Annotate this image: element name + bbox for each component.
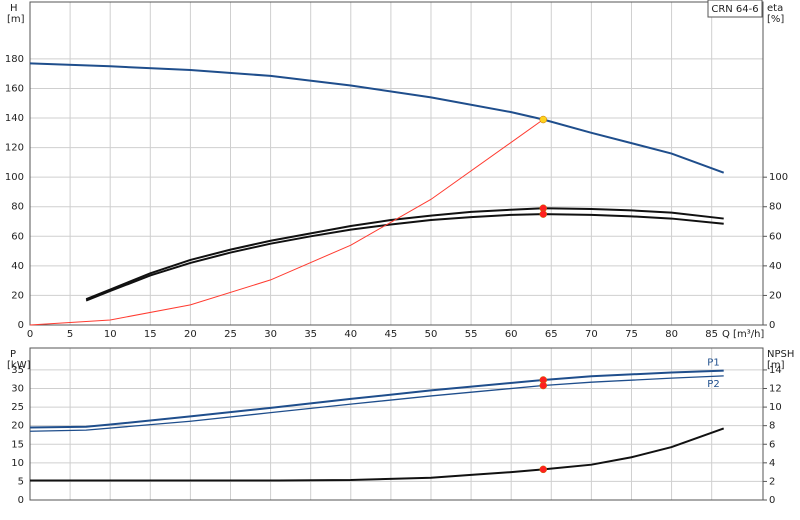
x-tick-label: 45 [385,329,398,340]
x-tick-label: 60 [505,329,518,340]
plot-frame [29,1,764,326]
y-tick-label: 0 [18,320,24,331]
y-tick-label: 5 [18,476,24,487]
y2-tick-label: 100 [769,172,788,183]
model-label: CRN 64-6 [711,4,758,15]
curve [29,369,724,429]
y2-tick-label: 80 [769,202,782,213]
x-tick-label: 85 [705,329,718,340]
y-tick-label: 30 [11,384,24,395]
y2-tick-label: 8 [769,421,775,432]
y2-tick-label: 14 [769,365,782,376]
y-axis-unit: [kW] [7,360,31,371]
x-tick-label: 80 [665,329,678,340]
y2-tick-label: 6 [769,439,775,450]
legend-label: P2 [707,379,719,390]
y-tick-label: 80 [11,202,24,213]
curve [29,375,724,432]
curve [30,427,725,482]
y-tick-label: 160 [5,83,24,94]
operating-point [539,381,548,390]
x-tick-label: 25 [224,329,237,340]
y2-tick-label: 4 [769,458,775,469]
x-tick-label: 20 [184,329,197,340]
plot-frame [29,347,764,501]
y-tick-label: 20 [11,421,24,432]
y2-tick-label: 0 [769,495,775,506]
y-tick-label: 10 [11,458,24,469]
y2-tick-label: 12 [769,384,782,395]
operating-point [539,210,548,218]
y2-axis-unit: [%] [767,14,784,25]
y2-axis-label: NPSH [767,349,794,360]
x-tick-label: 55 [465,329,478,340]
y-tick-label: 0 [18,495,24,506]
y-tick-label: 15 [11,439,24,450]
x-tick-label: 0 [27,329,33,340]
y-axis-label: H [10,3,18,14]
y-tick-label: 180 [5,54,24,65]
model-box [707,0,763,18]
y2-tick-label: 20 [769,290,782,301]
x-tick-label: 15 [144,329,157,340]
x-tick-label: 35 [304,329,317,340]
x-tick-label: 40 [344,329,357,340]
x-tick-label: 10 [104,329,117,340]
y-tick-label: 60 [11,231,24,242]
y-tick-label: 120 [5,143,24,154]
operating-point [539,465,548,474]
curve [85,213,724,302]
y-tick-label: 140 [5,113,24,124]
y-tick-label: 20 [11,290,24,301]
y-tick-label: 25 [11,402,24,413]
x-tick-label: 30 [264,329,277,340]
curve [85,207,724,301]
y2-tick-label: 10 [769,402,782,413]
y2-tick-label: 0 [769,320,775,331]
y-tick-label: 100 [5,172,24,183]
y2-tick-label: 2 [769,476,775,487]
y-axis-unit: [m] [7,14,25,25]
x-axis-label: Q [m³/h] [722,329,764,340]
operating-point [539,115,548,124]
y-axis-label: P [10,349,16,360]
y2-tick-label: 40 [769,261,782,272]
y2-tick-label: 60 [769,231,782,242]
x-tick-label: 65 [545,329,558,340]
curve [29,119,544,326]
y-tick-label: 40 [11,261,24,272]
x-tick-label: 5 [67,329,73,340]
x-tick-label: 70 [585,329,598,340]
x-tick-label: 50 [425,329,438,340]
x-tick-label: 75 [625,329,638,340]
y-tick-label: 35 [11,365,24,376]
legend-label: P1 [707,358,719,369]
curve [29,62,725,174]
y2-axis-unit: [m] [767,360,785,371]
y2-axis-label: eta [767,3,783,14]
